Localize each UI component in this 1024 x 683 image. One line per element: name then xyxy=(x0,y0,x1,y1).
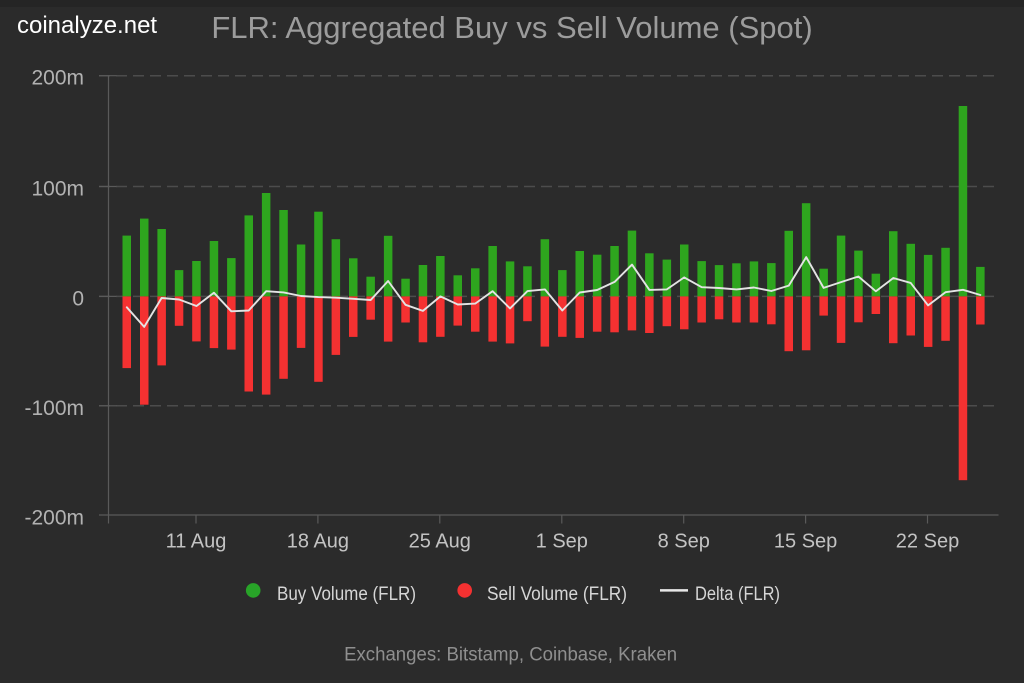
svg-text:0: 0 xyxy=(72,287,84,310)
svg-text:200m: 200m xyxy=(31,67,84,90)
svg-text:Sell Volume (FLR): Sell Volume (FLR) xyxy=(487,584,627,605)
svg-text:Delta (FLR): Delta (FLR) xyxy=(695,584,780,605)
svg-text:15 Sep: 15 Sep xyxy=(774,531,837,553)
svg-text:Exchanges: Bitstamp, Coinbase,: Exchanges: Bitstamp, Coinbase, Kraken xyxy=(344,645,677,666)
svg-text:25 Aug: 25 Aug xyxy=(409,531,471,553)
svg-text:100m: 100m xyxy=(31,178,84,201)
svg-text:18 Aug: 18 Aug xyxy=(287,531,349,553)
svg-text:8 Sep: 8 Sep xyxy=(658,531,710,553)
svg-text:Buy Volume (FLR): Buy Volume (FLR) xyxy=(277,584,416,605)
svg-text:-200m: -200m xyxy=(24,507,84,530)
svg-text:11 Aug: 11 Aug xyxy=(166,531,227,553)
svg-text:1 Sep: 1 Sep xyxy=(536,531,588,553)
svg-text:-100m: -100m xyxy=(24,397,84,420)
svg-text:22 Sep: 22 Sep xyxy=(896,531,959,553)
